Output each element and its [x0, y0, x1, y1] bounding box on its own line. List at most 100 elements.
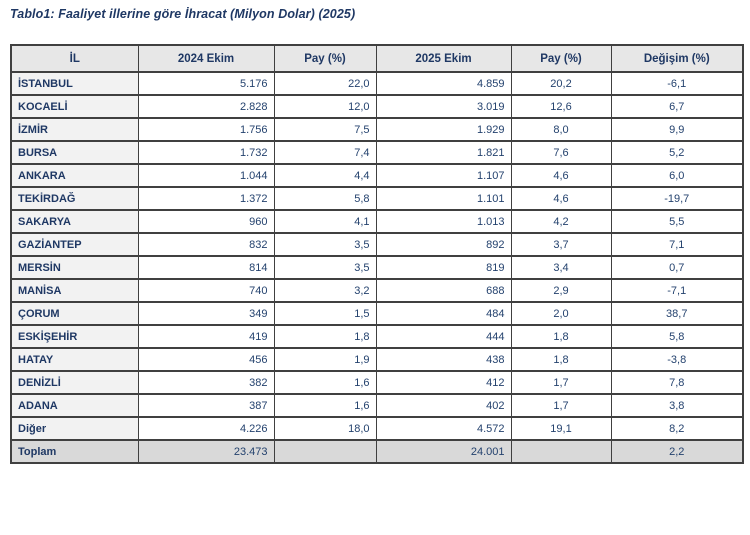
value-cell: 2,0 [510, 301, 612, 326]
value-cell: 1,8 [273, 324, 377, 349]
col-header-pay-2025: Pay (%) [510, 44, 612, 73]
page-title: Tablo1: Faaliyet illerine göre İhracat (… [10, 7, 356, 21]
export-by-province-table: İL 2024 Ekim Pay (%) 2025 Ekim Pay (%) D… [10, 44, 744, 464]
value-cell: 740 [137, 278, 275, 303]
table-row: BURSA 1.732 7,4 1.821 7,6 5,2 [10, 140, 744, 165]
value-cell: 814 [137, 255, 275, 280]
value-cell: 4.859 [375, 71, 512, 96]
province-cell: DENİZLİ [10, 370, 139, 395]
value-cell: 3.019 [375, 94, 512, 119]
province-cell: Diğer [10, 416, 139, 441]
value-cell: 1.107 [375, 163, 512, 188]
value-cell: 419 [137, 324, 275, 349]
col-header-degisim: Değişim (%) [610, 44, 744, 73]
value-cell: 412 [375, 370, 512, 395]
value-cell: 24.001 [375, 439, 512, 464]
value-cell: 2.828 [137, 94, 275, 119]
province-cell: ÇORUM [10, 301, 139, 326]
province-cell: ANKARA [10, 163, 139, 188]
value-cell: 4,6 [510, 186, 612, 211]
value-cell: 5,2 [610, 140, 744, 165]
value-cell: 22,0 [273, 71, 377, 96]
province-cell: ESKİŞEHİR [10, 324, 139, 349]
value-cell: 6,0 [610, 163, 744, 188]
value-cell: 5,5 [610, 209, 744, 234]
value-cell: 1.101 [375, 186, 512, 211]
province-cell: ADANA [10, 393, 139, 418]
value-cell: 387 [137, 393, 275, 418]
table-row: GAZİANTEP 832 3,5 892 3,7 7,1 [10, 232, 744, 257]
value-cell: 1,5 [273, 301, 377, 326]
value-cell: 7,8 [610, 370, 744, 395]
province-cell: HATAY [10, 347, 139, 372]
value-cell: 1,7 [510, 393, 612, 418]
value-cell: 819 [375, 255, 512, 280]
table-row: İZMİR 1.756 7,5 1.929 8,0 9,9 [10, 117, 744, 142]
value-cell: 1.044 [137, 163, 275, 188]
table-row: ANKARA 1.044 4,4 1.107 4,6 6,0 [10, 163, 744, 188]
value-cell: -6,1 [610, 71, 744, 96]
province-cell: BURSA [10, 140, 139, 165]
value-cell: 12,0 [273, 94, 377, 119]
value-cell: 1.732 [137, 140, 275, 165]
value-cell: 2,9 [510, 278, 612, 303]
value-cell: 6,7 [610, 94, 744, 119]
value-cell: 5.176 [137, 71, 275, 96]
value-cell: 38,7 [610, 301, 744, 326]
value-cell: 20,2 [510, 71, 612, 96]
value-cell: 2,2 [610, 439, 744, 464]
value-cell: 9,9 [610, 117, 744, 142]
value-cell: 382 [137, 370, 275, 395]
value-cell: 1,6 [273, 370, 377, 395]
value-cell: 484 [375, 301, 512, 326]
value-cell: 4,4 [273, 163, 377, 188]
value-cell: 1.756 [137, 117, 275, 142]
value-cell: 7,1 [610, 232, 744, 257]
value-cell: 12,6 [510, 94, 612, 119]
col-header-2025: 2025 Ekim [375, 44, 512, 73]
province-cell: MANİSA [10, 278, 139, 303]
value-cell: 1.013 [375, 209, 512, 234]
province-cell: SAKARYA [10, 209, 139, 234]
province-cell: GAZİANTEP [10, 232, 139, 257]
table-body: İSTANBUL 5.176 22,0 4.859 20,2 -6,1 KOCAELİ 2.8… [10, 71, 744, 464]
col-header-2024: 2024 Ekim [137, 44, 275, 73]
table-row: İSTANBUL 5.176 22,0 4.859 20,2 -6,1 [10, 71, 744, 96]
province-cell: İSTANBUL [10, 71, 139, 96]
value-cell: 438 [375, 347, 512, 372]
table-row: HATAY 456 1,9 438 1,8 -3,8 [10, 347, 744, 372]
table-row: ÇORUM 349 1,5 484 2,0 38,7 [10, 301, 744, 326]
value-cell: 5,8 [273, 186, 377, 211]
value-cell: -19,7 [610, 186, 744, 211]
province-cell: TEKİRDAĞ [10, 186, 139, 211]
value-cell: 1.929 [375, 117, 512, 142]
value-cell: 349 [137, 301, 275, 326]
value-cell: 3,2 [273, 278, 377, 303]
value-cell: 5,8 [610, 324, 744, 349]
value-cell: 19,1 [510, 416, 612, 441]
table-row: SAKARYA 960 4,1 1.013 4,2 5,5 [10, 209, 744, 234]
table-row: KOCAELİ 2.828 12,0 3.019 12,6 6,7 [10, 94, 744, 119]
value-cell: 4,2 [510, 209, 612, 234]
value-cell [510, 439, 612, 464]
value-cell: 1,8 [510, 324, 612, 349]
value-cell: 4.572 [375, 416, 512, 441]
value-cell: 3,8 [610, 393, 744, 418]
table-row: MERSİN 814 3,5 819 3,4 0,7 [10, 255, 744, 280]
col-header-pay-2024: Pay (%) [273, 44, 377, 73]
value-cell: 18,0 [273, 416, 377, 441]
value-cell [273, 439, 377, 464]
header-row: İL 2024 Ekim Pay (%) 2025 Ekim Pay (%) D… [10, 44, 744, 73]
table-row: MANİSA 740 3,2 688 2,9 -7,1 [10, 278, 744, 303]
value-cell: 0,7 [610, 255, 744, 280]
value-cell: -7,1 [610, 278, 744, 303]
value-cell: 7,4 [273, 140, 377, 165]
table-row: ADANA 387 1,6 402 1,7 3,8 [10, 393, 744, 418]
value-cell: 8,0 [510, 117, 612, 142]
value-cell: 4,6 [510, 163, 612, 188]
province-cell: Toplam [10, 439, 139, 464]
value-cell: 3,5 [273, 255, 377, 280]
value-cell: 23.473 [137, 439, 275, 464]
value-cell: 3,5 [273, 232, 377, 257]
table-row: DENİZLİ 382 1,6 412 1,7 7,8 [10, 370, 744, 395]
